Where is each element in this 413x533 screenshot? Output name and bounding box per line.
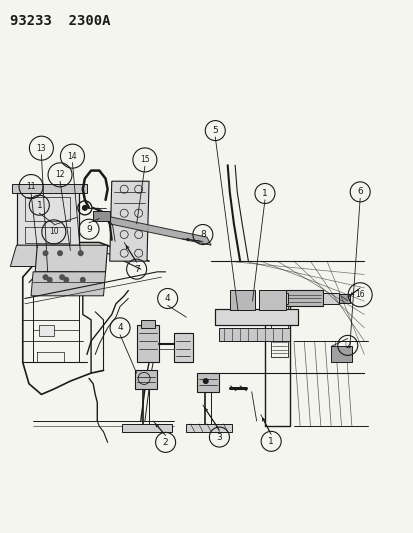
Polygon shape (215, 309, 297, 325)
Polygon shape (219, 328, 289, 341)
Text: 3: 3 (216, 433, 222, 441)
Polygon shape (258, 290, 285, 310)
Text: 16: 16 (354, 290, 364, 299)
Polygon shape (229, 290, 254, 310)
Text: 10: 10 (49, 228, 59, 236)
Text: 1: 1 (261, 189, 267, 198)
Polygon shape (105, 216, 211, 245)
Polygon shape (134, 370, 157, 389)
Polygon shape (35, 245, 107, 272)
Polygon shape (109, 181, 149, 261)
Text: 1: 1 (268, 437, 273, 446)
Circle shape (43, 274, 48, 280)
Circle shape (43, 250, 48, 256)
Polygon shape (37, 272, 74, 288)
Circle shape (80, 277, 85, 283)
Polygon shape (186, 424, 231, 432)
Polygon shape (136, 325, 159, 362)
Circle shape (47, 277, 52, 283)
Text: 12: 12 (55, 171, 64, 179)
Text: 13: 13 (36, 144, 46, 152)
Polygon shape (285, 290, 322, 306)
Circle shape (202, 378, 208, 384)
Text: 93233  2300A: 93233 2300A (10, 14, 110, 28)
Circle shape (57, 250, 63, 256)
Text: 2: 2 (162, 438, 168, 447)
Polygon shape (31, 272, 105, 296)
Text: 4: 4 (117, 324, 123, 332)
Text: 5: 5 (212, 126, 218, 135)
Text: 1: 1 (36, 201, 42, 209)
Text: 4: 4 (164, 294, 170, 303)
Circle shape (59, 274, 65, 280)
Polygon shape (140, 320, 155, 328)
Polygon shape (338, 294, 349, 303)
Polygon shape (39, 325, 54, 336)
Text: 15: 15 (140, 156, 150, 164)
Circle shape (63, 277, 69, 283)
Text: 2: 2 (344, 341, 350, 350)
Polygon shape (12, 184, 87, 193)
Polygon shape (17, 192, 78, 245)
Polygon shape (122, 424, 171, 432)
Polygon shape (273, 293, 287, 304)
Text: 14: 14 (67, 152, 77, 160)
Polygon shape (173, 333, 192, 362)
Text: 11: 11 (26, 182, 36, 191)
Text: 9: 9 (86, 225, 92, 233)
Text: 6: 6 (356, 188, 362, 196)
Polygon shape (196, 373, 219, 392)
Text: 8: 8 (199, 230, 205, 239)
Circle shape (78, 250, 83, 256)
Circle shape (82, 205, 88, 211)
Polygon shape (93, 211, 109, 221)
Polygon shape (322, 293, 339, 304)
Polygon shape (10, 245, 70, 266)
Text: 7: 7 (133, 265, 139, 273)
Polygon shape (330, 346, 351, 362)
